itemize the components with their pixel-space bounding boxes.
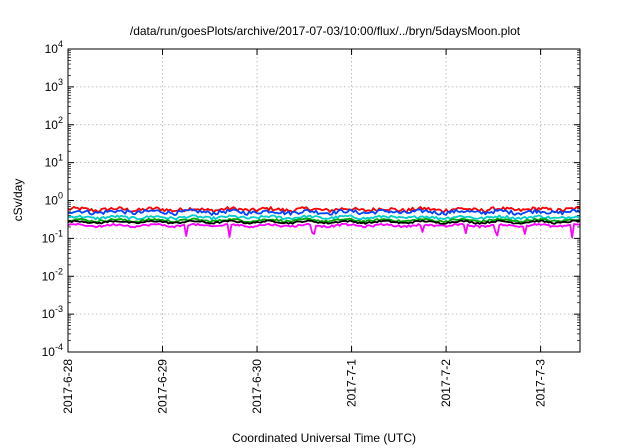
y-tick-label-base: 10 [45,156,59,170]
y-tick-label: 102 [45,115,63,132]
data-series [67,206,581,239]
y-tick-label: 10-4 [42,342,63,359]
series-line [67,219,581,225]
y-tick-label: 101 [45,153,63,170]
x-tick-label: 2017-6-29 [156,359,170,414]
series-line [68,208,581,216]
y-tick-label: 103 [45,77,63,94]
y-tick-label: 10-2 [42,266,63,283]
grid-lines [67,49,580,352]
y-tick-label-exponent: 4 [58,39,63,49]
y-tick-label-exponent: -2 [55,266,63,276]
y-tick-label-exponent: -1 [55,228,63,238]
y-tick-label: 10-3 [42,304,63,321]
y-tick-label: 10-1 [42,228,63,245]
y-tick-label-exponent: -3 [55,304,63,314]
y-tick-label-exponent: 3 [58,77,63,87]
y-tick-label-exponent: 2 [58,115,63,125]
y-tick-label-base: 10 [45,42,59,56]
x-tick-label: 2017-6-28 [61,359,75,414]
y-tick-label-exponent: -4 [55,342,63,352]
y-tick-label-base: 10 [42,269,56,283]
y-tick-label-base: 10 [45,118,59,132]
x-tick-label: 2017-6-30 [250,359,264,414]
y-tick-label-base: 10 [45,194,59,208]
x-tick-label: 2017-7-3 [534,359,548,407]
y-tick-label: 100 [45,191,63,208]
y-tick-label-base: 10 [42,345,56,359]
series-line [67,217,581,224]
series-line [68,214,581,221]
y-tick-label-exponent: 0 [58,191,63,201]
x-axis-label: Coordinated Universal Time (UTC) [232,431,416,445]
chart-title: /data/run/goesPlots/archive/2017-07-03/1… [130,24,521,38]
y-tick-label-base: 10 [42,307,56,321]
y-tick-label-base: 10 [45,80,59,94]
y-axis-label: cSv/day [11,179,25,222]
x-tick-label: 2017-7-1 [345,359,359,407]
y-tick-label-base: 10 [42,231,56,245]
series-line [67,222,581,239]
x-axis: 2017-6-28 2017-6-29 2017-6-30 2017-7-1 2017-… [61,49,548,414]
x-tick-label: 2017-7-2 [439,359,453,407]
y-tick-label: 104 [45,39,63,56]
y-tick-label-exponent: 1 [58,153,63,163]
